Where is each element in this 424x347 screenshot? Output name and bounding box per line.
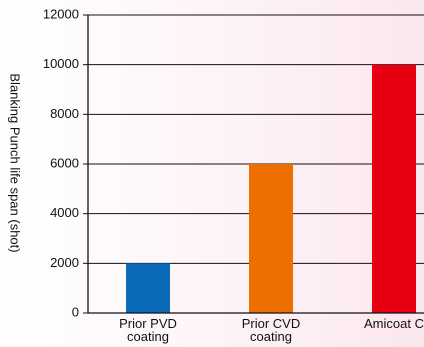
y-tick-label: 12000: [43, 6, 79, 21]
y-tick-label: 6000: [50, 155, 79, 170]
y-tick-label: 2000: [50, 255, 79, 270]
x-tick-label: coating: [250, 329, 292, 344]
x-tick-label: Prior PVD: [119, 316, 177, 331]
x-tick-label: Amicoat C: [364, 316, 424, 331]
bars: [126, 64, 416, 314]
y-tick-label: 10000: [43, 56, 79, 71]
x-tick-label: Prior CVD: [242, 316, 301, 331]
bar-0: [126, 263, 170, 313]
x-tick-label: coating: [127, 329, 169, 344]
y-tick-labels: 0 2000 4000 6000 8000 10000 12000: [43, 6, 88, 319]
y-tick-label: 8000: [50, 106, 79, 121]
bar-2: [372, 64, 416, 314]
y-tick-label: 4000: [50, 205, 79, 220]
bar-1: [249, 164, 293, 313]
y-axis-title: Blanking Punch life span (shot): [8, 73, 23, 252]
y-tick-label: 0: [72, 304, 79, 319]
